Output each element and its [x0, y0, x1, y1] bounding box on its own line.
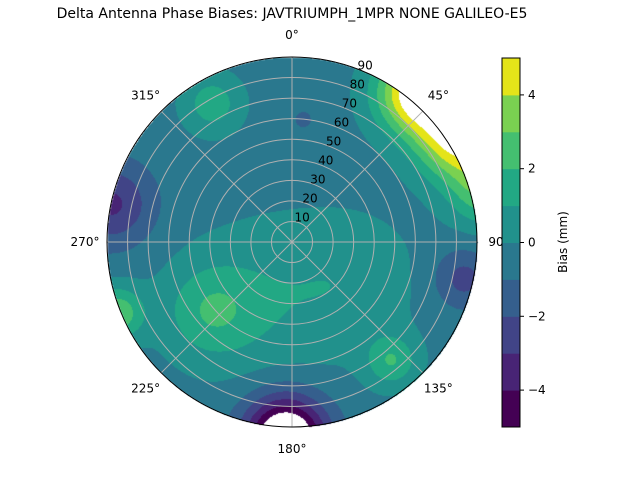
colorbar-tick-label: −2 [528, 309, 546, 323]
colorbar-tick-label: 2 [528, 162, 536, 176]
r-tick-label: 30 [310, 172, 325, 186]
theta-tick-label: 270° [71, 235, 100, 249]
r-tick-label: 80 [350, 78, 365, 92]
colorbar-label: Bias (mm) [556, 211, 570, 273]
theta-gridline [160, 110, 293, 243]
colorbar-band [502, 353, 520, 391]
theta-tick-label: 315° [131, 89, 160, 103]
theta-gridline [291, 110, 424, 243]
colorbar-tick-label: 4 [528, 88, 536, 102]
colorbar-band [502, 58, 520, 96]
r-tick-label: 40 [318, 153, 333, 167]
r-tick-label: 90 [357, 59, 372, 73]
polar-frame [106, 56, 478, 428]
theta-gridline [291, 241, 424, 374]
colorbar-tick-label: 0 [528, 236, 536, 250]
r-tick-label: 50 [326, 135, 341, 149]
r-tick-label: 10 [295, 210, 310, 224]
colorbar-band [502, 131, 520, 170]
colorbar-band [502, 279, 520, 317]
r-tick-label: 60 [334, 116, 349, 130]
chart-title: Delta Antenna Phase Biases: JAVTRIUMPH_1… [56, 6, 528, 22]
theta-tick-label: 0° [285, 28, 299, 42]
contour-field [0, 28, 640, 480]
colorbar-band [502, 205, 520, 243]
theta-tick-label: 135° [424, 381, 453, 395]
r-tick-label: 70 [342, 97, 357, 111]
theta-gridline [160, 241, 293, 374]
colorbar-tick-label: −4 [528, 383, 546, 397]
colorbar-band [502, 390, 520, 428]
r-tick-label: 20 [302, 191, 317, 205]
colorbar-band [502, 242, 520, 280]
colorbar-band [502, 316, 520, 354]
theta-tick-label: 45° [428, 89, 449, 103]
theta-tick-label: 180° [278, 442, 307, 456]
colorbar-band [502, 94, 520, 133]
polar-chart: 1020304050607080900°45°90°135°180°225°27… [71, 28, 570, 456]
theta-tick-label: 225° [131, 381, 160, 395]
colorbar-band [502, 168, 520, 207]
